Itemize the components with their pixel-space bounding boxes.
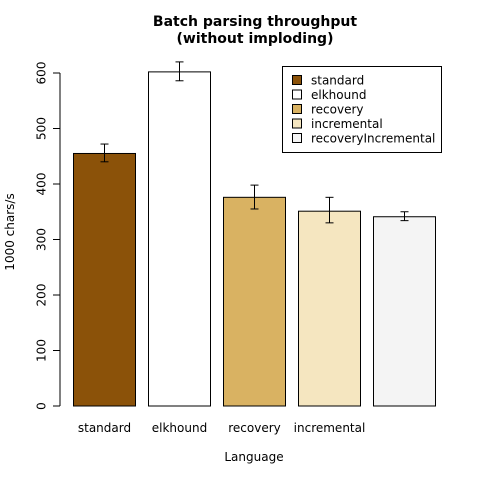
legend-item: standard xyxy=(292,74,364,88)
bar-incremental xyxy=(298,210,361,407)
y-tick-label: 200 xyxy=(35,284,49,307)
x-tick-label: elkhound xyxy=(152,421,207,435)
legend-label: incremental xyxy=(311,117,383,131)
x-tick-label: recovery xyxy=(228,421,281,435)
legend-item: incremental xyxy=(292,117,383,131)
bar-recovery xyxy=(223,196,286,407)
legend-swatch xyxy=(292,133,302,143)
x-tick-label: standard xyxy=(78,421,131,435)
x-tick-label: incremental xyxy=(294,421,366,435)
legend-box xyxy=(282,66,442,153)
legend-item: recovery xyxy=(292,103,364,117)
legend-label: recovery xyxy=(311,103,364,117)
x-axis-label: Language xyxy=(224,450,283,464)
y-tick-label: 0 xyxy=(35,402,49,410)
legend-item: elkhound xyxy=(292,88,366,102)
error-bar-recovery xyxy=(250,184,259,210)
y-tick-label: 100 xyxy=(35,339,49,362)
y-axis: 0 100 200 300 400 500 600 xyxy=(35,62,61,410)
error-bar-incremental xyxy=(325,196,334,224)
bars-group xyxy=(73,71,436,407)
legend-swatch xyxy=(292,89,302,100)
y-axis-label: 1000 chars/s xyxy=(3,193,17,270)
y-tick-label: 400 xyxy=(35,173,49,196)
legend-label: standard xyxy=(311,74,364,88)
bar-standard xyxy=(73,152,136,407)
chart-title-line2: (without imploding) xyxy=(177,31,334,47)
legend-swatch xyxy=(292,118,302,129)
error-bar-standard xyxy=(100,143,109,163)
error-bars-group xyxy=(100,61,409,224)
x-tick-labels: standard elkhound recovery incremental xyxy=(78,421,365,435)
bar-recoveryIncremental xyxy=(373,216,436,407)
y-tick-label: 500 xyxy=(35,117,49,140)
y-tick-label: 600 xyxy=(35,62,49,85)
legend-swatch xyxy=(292,104,302,114)
bar-elkhound xyxy=(148,71,211,407)
chart-title-line1: Batch parsing throughput xyxy=(153,14,357,30)
legend-swatch xyxy=(292,75,302,85)
error-bar-recoveryIncremental xyxy=(400,211,409,222)
legend-item: recoveryIncremental xyxy=(292,132,435,146)
error-bar-elkhound xyxy=(175,61,184,82)
y-tick-label: 300 xyxy=(35,228,49,251)
legend-label: recoveryIncremental xyxy=(311,132,435,146)
legend: standardelkhoundrecoveryincrementalrecov… xyxy=(282,66,442,153)
legend-label: elkhound xyxy=(311,88,366,102)
